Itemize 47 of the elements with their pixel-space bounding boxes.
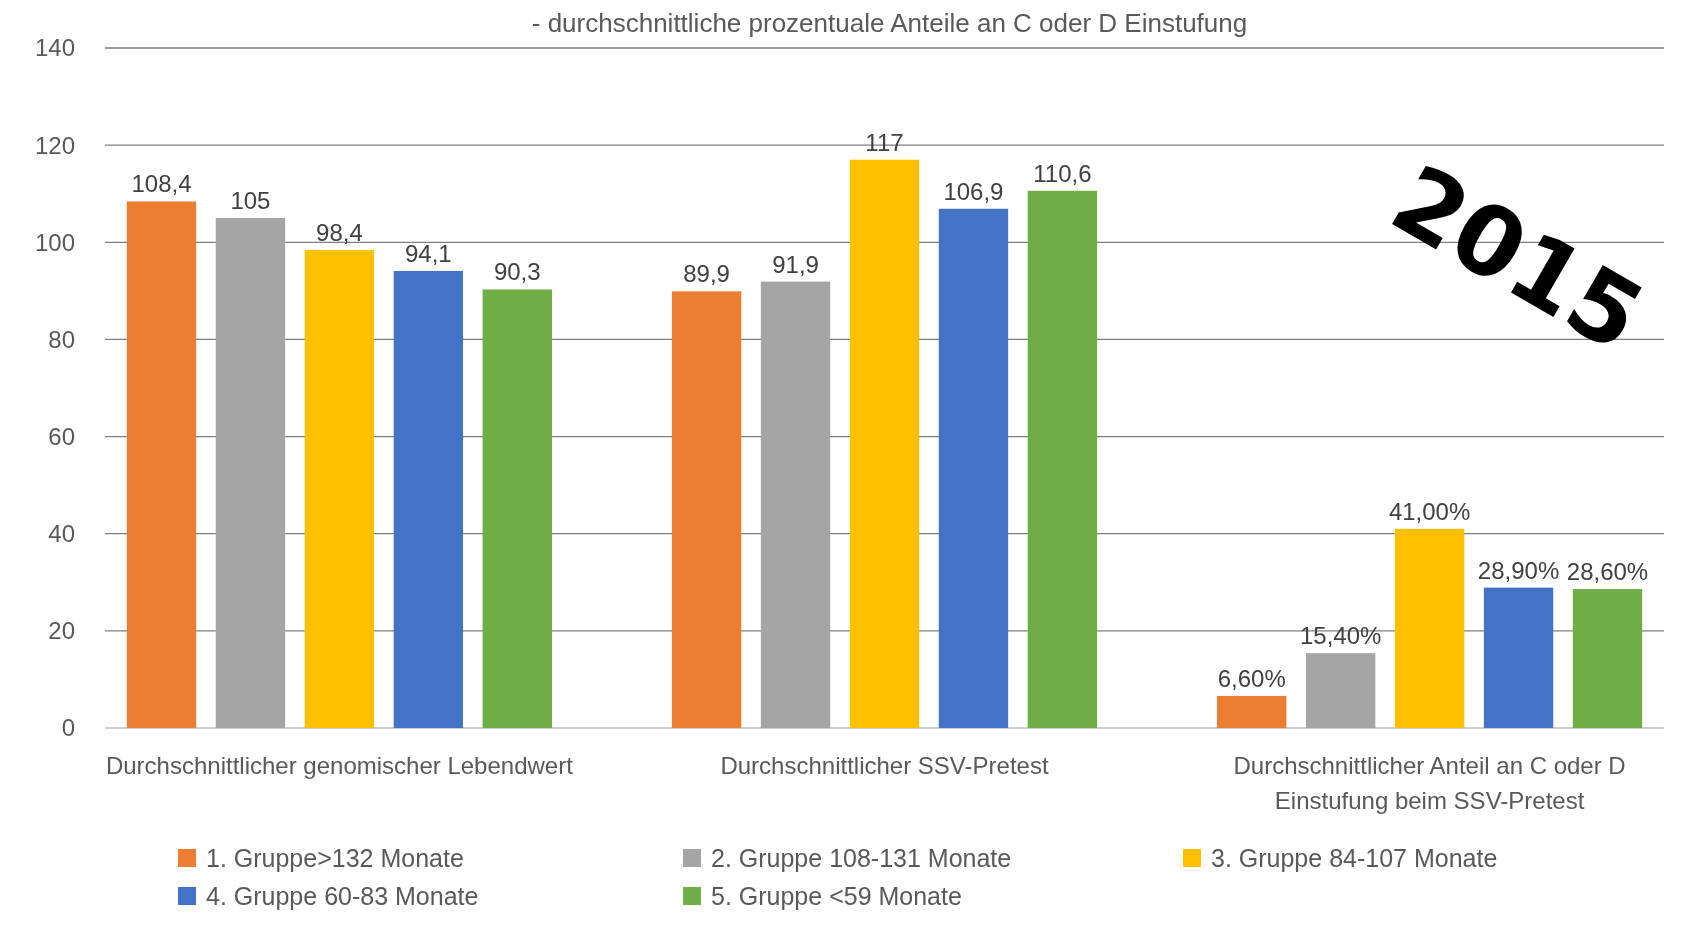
bar — [126, 201, 197, 728]
y-tick-label: 80 — [48, 325, 75, 353]
legend-label: 5. Gruppe <59 Monate — [711, 881, 962, 910]
bar — [1572, 589, 1643, 728]
data-label: 89,9 — [683, 260, 730, 288]
bar — [393, 270, 464, 728]
y-tick-label: 20 — [48, 617, 75, 645]
y-tick-label: 0 — [61, 714, 75, 742]
bar — [760, 281, 831, 728]
data-label: 90,3 — [493, 258, 541, 286]
y-tick-label: 40 — [48, 520, 75, 548]
legend-label: 3. Gruppe 84-107 Monate — [1211, 843, 1498, 872]
x-tick-label: Durchschnittlicher genomischer Lebendwert — [105, 752, 574, 779]
legend-label: 2. Gruppe 108-131 Monate — [711, 843, 1012, 872]
y-tick-label: 100 — [34, 228, 75, 256]
data-label: 91,9 — [772, 250, 819, 278]
data-label: 98,4 — [316, 219, 363, 247]
bar — [849, 159, 920, 728]
data-label: 108,4 — [131, 170, 192, 198]
data-label: 6,60% — [1217, 664, 1286, 692]
data-label: 117 — [865, 128, 904, 156]
data-label: 28,60% — [1566, 558, 1649, 586]
bar — [671, 291, 742, 728]
chart-title: - durchschnittliche prozentuale Anteile an C oder D Einstufung — [531, 8, 1248, 38]
bar — [215, 218, 286, 728]
bar — [1394, 528, 1465, 728]
bar — [1027, 190, 1098, 728]
data-label: 94,1 — [404, 239, 452, 267]
legend-label: 1. Gruppe>132 Monate — [206, 843, 464, 872]
y-tick-label: 60 — [48, 422, 75, 450]
bar — [1217, 695, 1287, 728]
bar — [1483, 587, 1554, 728]
x-tick-label: Durchschnittlicher Anteil an C oder D Einstufung beim SSV-Pretest — [1233, 752, 1626, 814]
data-label: 15,40% — [1299, 622, 1382, 650]
legend-label: 4. Gruppe 60-83 Monate — [206, 881, 479, 910]
data-label: 41,00% — [1388, 497, 1471, 525]
bar — [1305, 653, 1376, 728]
x-tick-label: Durchschnittlicher SSV-Pretest — [720, 752, 1049, 779]
y-tick-label: 140 — [34, 34, 75, 62]
data-label: 106,9 — [943, 177, 1004, 205]
bar — [304, 250, 375, 728]
bar — [482, 289, 552, 728]
bar — [938, 208, 1009, 728]
data-label: 105 — [230, 187, 271, 214]
data-label: 28,90% — [1477, 556, 1560, 584]
y-tick-label: 120 — [34, 131, 75, 159]
data-label: 110,6 — [1033, 159, 1092, 187]
